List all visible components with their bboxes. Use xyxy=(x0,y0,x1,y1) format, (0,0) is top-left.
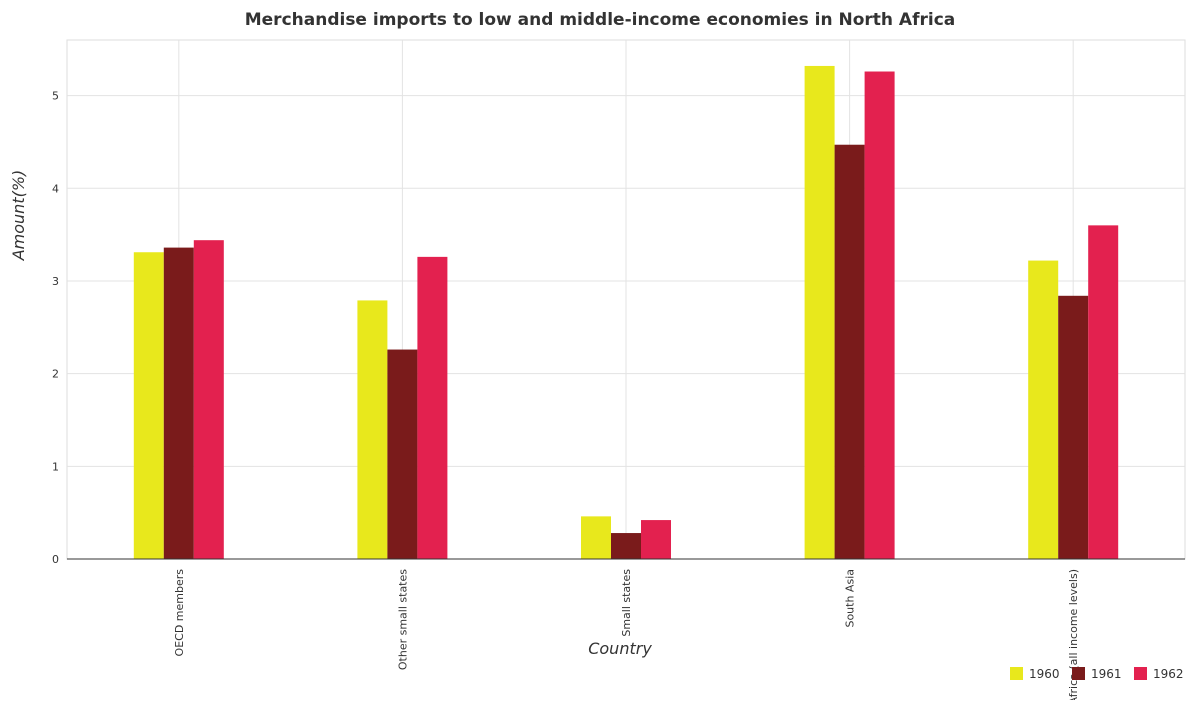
y-tick-label: 5 xyxy=(52,90,59,103)
chart-title: Merchandise imports to low and middle-in… xyxy=(245,10,956,30)
bar-1961 xyxy=(1058,295,1089,559)
y-tick-label: 4 xyxy=(52,182,59,195)
legend: 1960 1961 1962 xyxy=(1010,667,1184,681)
legend-label-1961: 1961 xyxy=(1091,667,1122,681)
bar-1962 xyxy=(864,71,895,559)
bar-1962 xyxy=(641,520,671,559)
y-tick-label: 2 xyxy=(52,368,59,381)
bar-1962 xyxy=(193,240,224,559)
legend-swatch-1960 xyxy=(1010,667,1023,680)
legend-swatch-1961 xyxy=(1072,667,1085,680)
bar-1961 xyxy=(163,247,194,559)
bar-1962 xyxy=(1088,225,1119,559)
y-tick-label: 3 xyxy=(52,275,59,288)
y-tick-label: 1 xyxy=(52,460,59,473)
bar-1962 xyxy=(417,256,448,559)
x-tick-label: OECD members xyxy=(173,569,186,657)
bar-1961 xyxy=(834,144,865,559)
bar-1960 xyxy=(581,516,611,559)
x-tick-label: South Asia xyxy=(844,569,857,628)
bar-1961 xyxy=(387,349,418,559)
bar-1960 xyxy=(357,300,388,559)
y-axis-label: Amount(%) xyxy=(9,170,28,262)
legend-swatch-1962 xyxy=(1134,667,1147,680)
legend-label-1962: 1962 xyxy=(1153,667,1184,681)
x-axis-label: Country xyxy=(588,639,652,658)
bar-1961 xyxy=(611,533,641,559)
plot-area: 0 1 2 3 4 5 OECD members Other small states Smal… xyxy=(52,39,1186,704)
bar-1960 xyxy=(133,252,164,559)
x-tick-label: Sub-Saharan Africa (all income levels) xyxy=(1067,569,1080,700)
x-tick-label: Other small states xyxy=(396,569,409,670)
bar-1960 xyxy=(804,65,835,559)
legend-label-1960: 1960 xyxy=(1029,667,1060,681)
x-tick-label: Small states xyxy=(620,569,633,637)
bar-1960 xyxy=(1028,260,1059,559)
y-tick-label: 0 xyxy=(52,553,59,566)
